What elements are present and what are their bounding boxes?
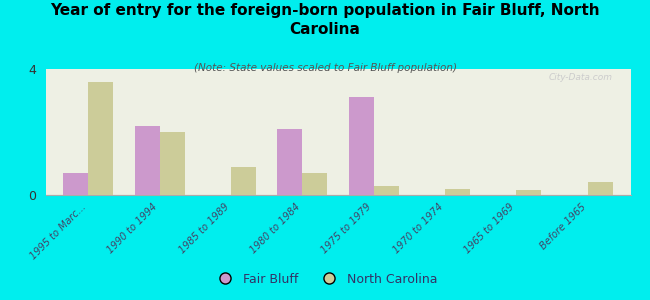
Bar bbox=[231, 167, 256, 195]
Bar bbox=[135, 126, 160, 195]
Bar bbox=[88, 82, 113, 195]
Bar bbox=[302, 173, 328, 195]
Legend: Fair Bluff, North Carolina: Fair Bluff, North Carolina bbox=[208, 268, 442, 291]
Bar bbox=[160, 132, 185, 195]
Bar bbox=[348, 97, 374, 195]
Text: (Note: State values scaled to Fair Bluff population): (Note: State values scaled to Fair Bluff… bbox=[194, 63, 456, 73]
Bar bbox=[374, 185, 398, 195]
Text: City-Data.com: City-Data.com bbox=[549, 73, 613, 82]
Bar bbox=[588, 182, 613, 195]
Bar bbox=[445, 189, 470, 195]
Bar bbox=[63, 173, 88, 195]
Bar bbox=[516, 190, 541, 195]
Text: Year of entry for the foreign-born population in Fair Bluff, North
Carolina: Year of entry for the foreign-born popul… bbox=[50, 3, 600, 37]
Bar bbox=[278, 129, 302, 195]
